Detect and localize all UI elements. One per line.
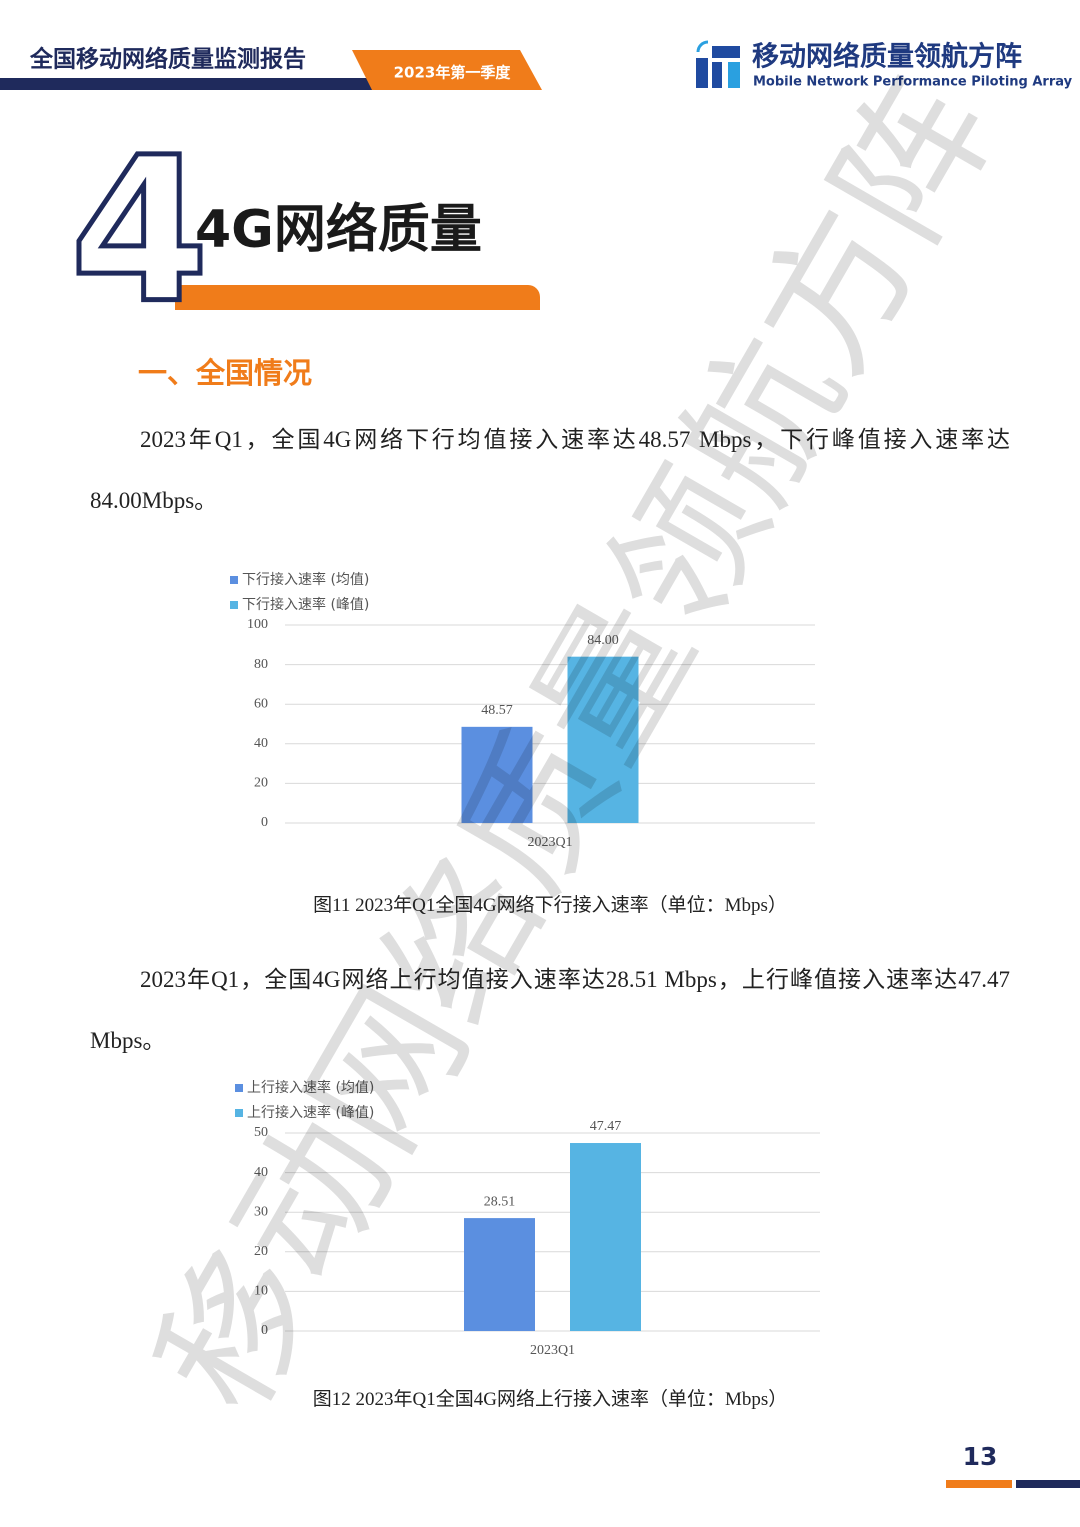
footer-bar-navy	[1016, 1480, 1080, 1488]
y-tick-label: 20	[254, 1244, 268, 1259]
y-tick-label: 80	[254, 657, 268, 672]
bar	[570, 1143, 641, 1331]
y-tick-label: 0	[261, 1323, 268, 1338]
y-tick-label: 60	[254, 696, 268, 711]
y-tick-label: 10	[254, 1284, 268, 1299]
legend-label: 上行接入速率 (均值)	[247, 1079, 374, 1096]
paragraph: 2023年Q1，全国4G网络上行均值接入速率达28.51 Mbps，上行峰值接入…	[90, 967, 1010, 1053]
y-tick-label: 0	[261, 815, 268, 830]
brand-en: Mobile Network Performance Piloting Arra…	[753, 75, 1073, 90]
legend-swatch	[235, 1084, 243, 1092]
legend-swatch	[230, 576, 238, 584]
logo-icon	[696, 40, 740, 88]
y-tick-label: 30	[254, 1204, 268, 1219]
footer-bar-orange	[946, 1480, 1012, 1488]
figure-caption: 图11 2023年Q1全国4G网络下行接入速率（单位：Mbps）	[313, 895, 787, 916]
data-label: 48.57	[481, 703, 513, 718]
y-tick-label: 40	[254, 736, 268, 751]
figure-caption: 图12 2023年Q1全国4G网络上行接入速率（单位：Mbps）	[312, 1389, 788, 1410]
header-bar	[0, 78, 372, 90]
data-label: 47.47	[590, 1119, 622, 1134]
brand-cn: 移动网络质量领航方阵	[752, 41, 1022, 73]
chapter-title: 4G网络质量	[195, 200, 482, 260]
bar	[464, 1218, 535, 1331]
header-title: 全国移动网络质量监测报告	[29, 46, 306, 73]
chapter-number: 4	[70, 115, 209, 348]
chapter-underline	[175, 285, 540, 310]
y-tick-label: 100	[247, 617, 268, 632]
legend-label: 下行接入速率 (峰值)	[242, 596, 369, 613]
y-tick-label: 20	[254, 776, 268, 791]
header-period: 2023年第一季度	[394, 64, 512, 82]
header-period-tab	[352, 50, 542, 90]
x-tick-label: 2023Q1	[530, 1343, 575, 1358]
data-label: 84.00	[587, 633, 619, 648]
paragraph: 2023年Q1，全国4G网络下行均值接入速率达48.57 Mbps，下行峰值接入…	[90, 427, 1010, 513]
data-label: 28.51	[484, 1194, 516, 1209]
bar	[461, 726, 533, 823]
x-tick-label: 2023Q1	[527, 835, 572, 850]
legend-swatch	[235, 1109, 243, 1117]
page-number: 13	[963, 1442, 998, 1471]
legend-label: 下行接入速率 (均值)	[242, 571, 369, 588]
legend-swatch	[230, 601, 238, 609]
y-tick-label: 40	[254, 1165, 268, 1180]
legend-label: 上行接入速率 (峰值)	[247, 1104, 374, 1121]
y-tick-label: 50	[254, 1125, 268, 1140]
bar	[567, 656, 639, 823]
section-title: 一、全国情况	[138, 356, 312, 390]
